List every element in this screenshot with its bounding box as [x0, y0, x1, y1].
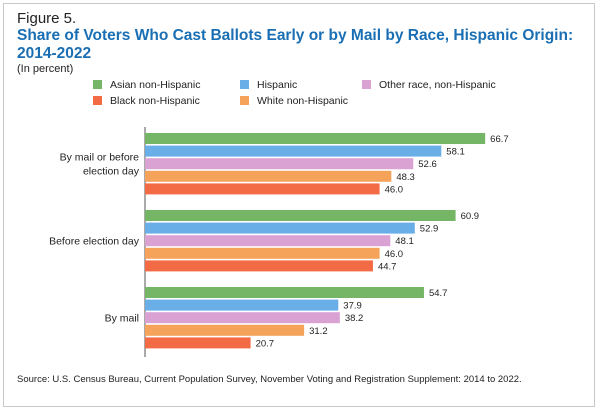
- value-label-before-election-day-asian-non-hispanic: 60.9: [461, 211, 480, 222]
- value-label-by-mail-hispanic: 37.9: [343, 301, 362, 312]
- bar-by-mail-white-non-hispanic: [145, 324, 305, 336]
- value-label-by-mail-or-before-election-day-asian-non-hispanic: 66.7: [490, 134, 509, 145]
- bar-by-mail-or-before-election-day-asian-non-hispanic: [145, 133, 486, 144]
- bar-before-election-day-hispanic: [145, 222, 415, 234]
- value-label-by-mail-white-non-hispanic: 31.2: [309, 326, 328, 337]
- value-label-before-election-day-black-non-hispanic: 44.7: [378, 261, 397, 272]
- source-note: Source: U.S. Census Bureau, Current Popu…: [17, 374, 522, 385]
- figure-label: Figure 5.: [17, 10, 77, 27]
- category-label-by-mail-or-before-election-day-line-1: By mail or before: [60, 152, 140, 164]
- value-label-before-election-day-white-non-hispanic: 46.0: [385, 249, 404, 260]
- chart-subtitle: (In percent): [17, 63, 74, 75]
- bar-by-mail-other-race-non-hispanic: [145, 312, 340, 324]
- value-label-by-mail-or-before-election-day-hispanic: 58.1: [446, 147, 465, 158]
- legend-label-black-non-hispanic: Black non-Hispanic: [110, 95, 200, 107]
- value-label-by-mail-black-non-hispanic: 20.7: [256, 338, 275, 349]
- category-label-before-election-day: Before election day: [49, 236, 140, 248]
- legend-swatch-other-race-non-hispanic: [362, 80, 371, 89]
- value-label-by-mail-or-before-election-day-black-non-hispanic: 46.0: [385, 184, 404, 195]
- legend-swatch-asian-non-hispanic: [93, 80, 102, 89]
- figure-frame: [3, 3, 595, 407]
- bar-before-election-day-white-non-hispanic: [145, 247, 380, 259]
- value-label-by-mail-other-race-non-hispanic: 38.2: [345, 313, 364, 324]
- bar-by-mail-hispanic: [145, 299, 339, 311]
- bar-by-mail-asian-non-hispanic: [145, 287, 424, 298]
- category-label-by-mail-or-before-election-day-line-2: election day: [83, 166, 140, 178]
- bar-before-election-day-black-non-hispanic: [145, 260, 373, 272]
- value-label-by-mail-or-before-election-day-other-race-non-hispanic: 52.6: [418, 159, 437, 170]
- bar-by-mail-or-before-election-day-other-race-non-hispanic: [145, 158, 414, 170]
- legend-label-hispanic: Hispanic: [257, 79, 297, 91]
- bar-before-election-day-asian-non-hispanic: [145, 210, 456, 221]
- value-label-before-election-day-other-race-non-hispanic: 48.1: [395, 236, 414, 247]
- legend-swatch-hispanic: [240, 80, 249, 89]
- bar-by-mail-or-before-election-day-black-non-hispanic: [145, 183, 380, 195]
- bar-by-mail-or-before-election-day-white-non-hispanic: [145, 170, 392, 182]
- value-label-by-mail-asian-non-hispanic: 54.7: [429, 288, 448, 299]
- bar-by-mail-black-non-hispanic: [145, 337, 251, 349]
- legend-swatch-white-non-hispanic: [240, 96, 249, 105]
- chart-title: Share of Voters Who Cast Ballots Early o…: [17, 27, 574, 62]
- legend-label-asian-non-hispanic: Asian non-Hispanic: [110, 79, 200, 91]
- value-label-by-mail-or-before-election-day-white-non-hispanic: 48.3: [396, 172, 415, 183]
- legend-label-other-race-non-hispanic: Other race, non-Hispanic: [379, 79, 496, 91]
- value-label-before-election-day-hispanic: 52.9: [420, 224, 439, 235]
- legend-swatch-black-non-hispanic: [93, 96, 102, 105]
- legend-label-white-non-hispanic: White non-Hispanic: [257, 95, 348, 107]
- bar-by-mail-or-before-election-day-hispanic: [145, 145, 442, 157]
- category-label-by-mail: By mail: [105, 313, 139, 325]
- bar-before-election-day-other-race-non-hispanic: [145, 235, 391, 247]
